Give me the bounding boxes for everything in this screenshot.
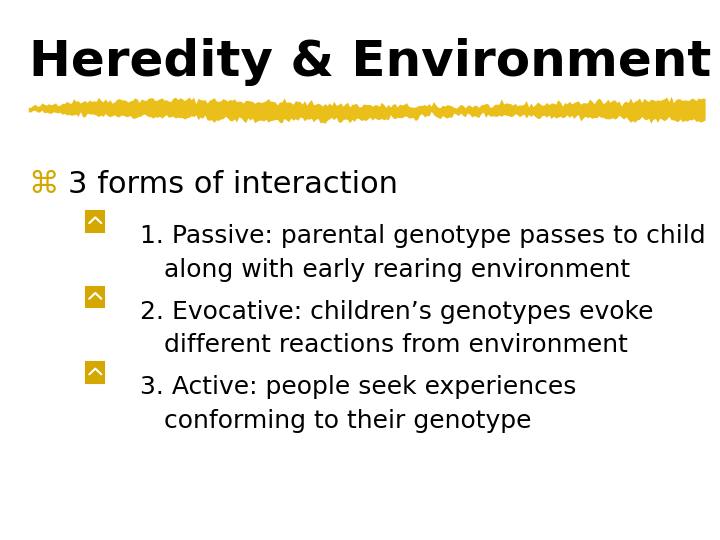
- Bar: [86, 211, 104, 232]
- Bar: [86, 362, 104, 383]
- Polygon shape: [29, 97, 706, 124]
- Text: 2. Evocative: children’s genotypes evoke
   different reactions from environment: 2. Evocative: children’s genotypes evoke…: [140, 300, 654, 357]
- Bar: [86, 287, 104, 307]
- Text: ⌘: ⌘: [29, 170, 59, 199]
- Text: 3. Active: people seek experiences
   conforming to their genotype: 3. Active: people seek experiences confo…: [140, 375, 577, 433]
- Text: 1. Passive: parental genotype passes to child
   along with early rearing enviro: 1. Passive: parental genotype passes to …: [140, 224, 706, 281]
- Text: 3 forms of interaction: 3 forms of interaction: [68, 170, 398, 199]
- Text: Heredity & Environment: Heredity & Environment: [29, 38, 711, 86]
